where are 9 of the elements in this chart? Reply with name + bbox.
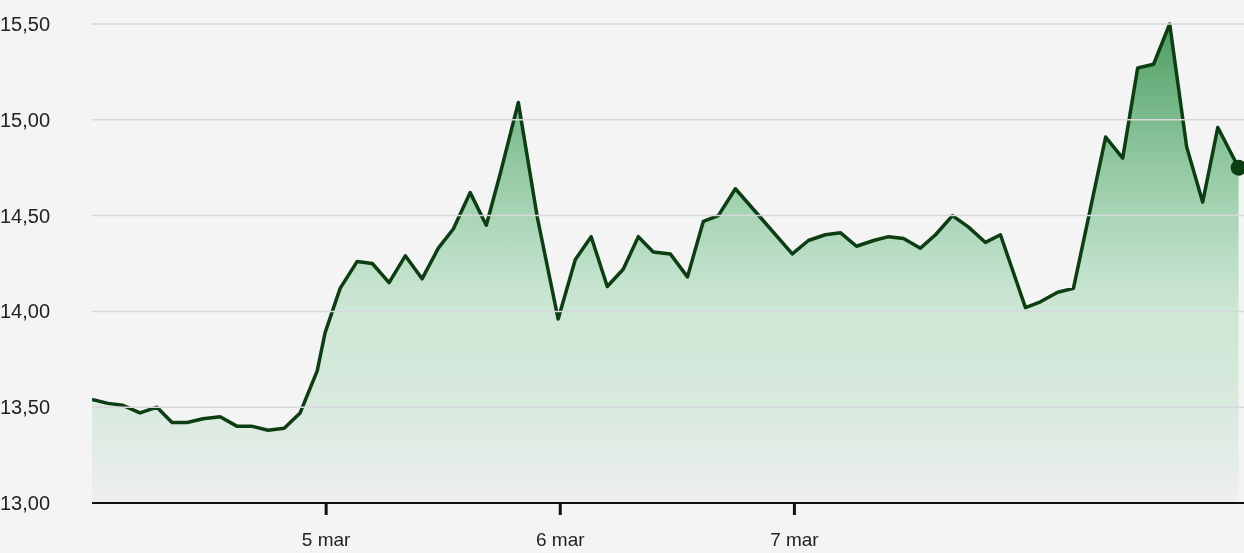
y-tick-label: 14,00: [0, 300, 51, 323]
x-tick-label: 6 mar: [535, 529, 586, 551]
y-tick-label: 15,00: [0, 108, 51, 131]
y-tick-label: 15,50: [0, 13, 51, 35]
y-tick-label: 13,00: [0, 492, 51, 514]
x-tick-label: 5 mar: [301, 529, 352, 551]
y-tick-label: 14,50: [0, 204, 51, 227]
y-tick-label: 13,50: [0, 396, 51, 419]
x-tick-label: 7 mar: [770, 529, 820, 551]
